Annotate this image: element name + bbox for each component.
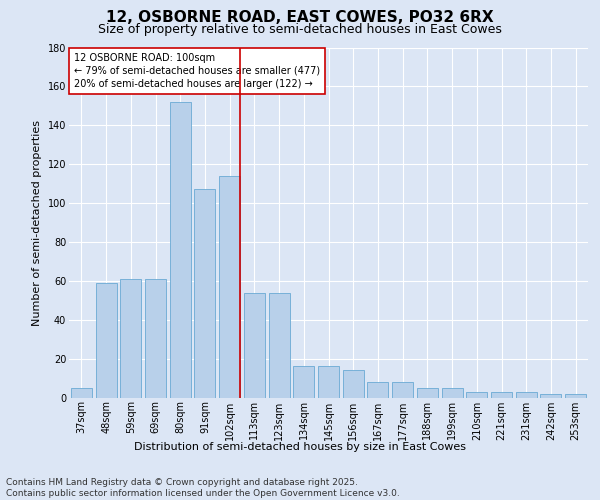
Bar xyxy=(293,366,314,398)
Text: 12 OSBORNE ROAD: 100sqm
← 79% of semi-detached houses are smaller (477)
20% of s: 12 OSBORNE ROAD: 100sqm ← 79% of semi-de… xyxy=(74,53,320,89)
Text: 12, OSBORNE ROAD, EAST COWES, PO32 6RX: 12, OSBORNE ROAD, EAST COWES, PO32 6RX xyxy=(106,10,494,25)
Bar xyxy=(565,394,586,398)
Bar xyxy=(343,370,364,398)
Text: Size of property relative to semi-detached houses in East Cowes: Size of property relative to semi-detach… xyxy=(98,22,502,36)
Bar xyxy=(244,292,265,398)
Bar xyxy=(145,279,166,398)
Bar xyxy=(120,279,141,398)
Bar xyxy=(318,366,339,398)
Y-axis label: Number of semi-detached properties: Number of semi-detached properties xyxy=(32,120,42,326)
Bar xyxy=(269,292,290,398)
Bar xyxy=(392,382,413,398)
Bar xyxy=(71,388,92,398)
Bar xyxy=(367,382,388,398)
Bar xyxy=(516,392,537,398)
Bar xyxy=(466,392,487,398)
Bar xyxy=(95,283,116,398)
Bar xyxy=(417,388,438,398)
Bar xyxy=(541,394,562,398)
Bar xyxy=(194,190,215,398)
Bar xyxy=(442,388,463,398)
Bar xyxy=(491,392,512,398)
Text: Contains HM Land Registry data © Crown copyright and database right 2025.
Contai: Contains HM Land Registry data © Crown c… xyxy=(6,478,400,498)
Bar xyxy=(219,176,240,398)
Text: Distribution of semi-detached houses by size in East Cowes: Distribution of semi-detached houses by … xyxy=(134,442,466,452)
Bar xyxy=(170,102,191,398)
